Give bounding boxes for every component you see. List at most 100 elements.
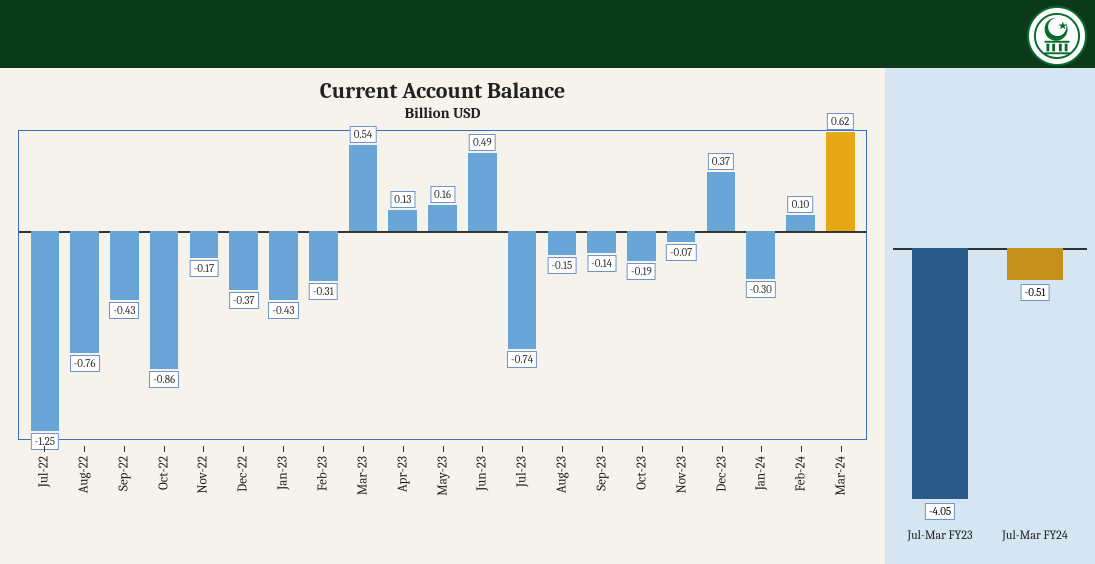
x-axis-label: Jul-22 <box>24 446 64 558</box>
sbp-logo <box>1027 6 1087 66</box>
data-label: 0.10 <box>788 196 814 213</box>
bar <box>110 231 139 300</box>
x-axis-label: Jan-23 <box>263 446 303 558</box>
bar-slot: -0.15 <box>542 131 582 439</box>
bar-slot: -0.14 <box>582 131 622 439</box>
x-axis-label: Mar-23 <box>343 446 383 558</box>
data-label: -0.43 <box>268 302 298 319</box>
data-label: -0.37 <box>229 292 259 309</box>
data-label: -0.30 <box>745 281 775 298</box>
bar-slot: -0.43 <box>105 131 145 439</box>
bar-slot: -0.30 <box>741 131 781 439</box>
bar-slot: -0.19 <box>621 131 661 439</box>
bar <box>309 231 338 281</box>
bar <box>707 172 736 231</box>
x-axis-label: Sep-22 <box>104 446 144 558</box>
x-axis-label: Jun-23 <box>462 446 502 558</box>
bar-slot: 0.10 <box>781 131 821 439</box>
x-axis-label: Sep-23 <box>582 446 622 558</box>
chart-title: Current Account Balance <box>12 78 873 104</box>
data-label: -0.86 <box>149 371 179 388</box>
bar <box>388 210 417 231</box>
bar <box>587 231 616 253</box>
bar <box>269 231 298 300</box>
bar <box>548 231 577 255</box>
data-label: -0.19 <box>627 263 656 280</box>
bar-slot: 0.49 <box>462 131 502 439</box>
bar <box>786 215 815 231</box>
bar <box>826 132 855 231</box>
side-bar <box>1007 248 1063 280</box>
x-axis-label: Aug-23 <box>542 446 582 558</box>
data-label: -0.17 <box>190 260 219 277</box>
side-x-label: Jul-Mar FY23 <box>907 528 972 542</box>
x-axis-label: Dec-23 <box>702 446 742 558</box>
x-axis-label: May-23 <box>423 446 463 558</box>
bar <box>468 153 497 231</box>
x-axis-label: Feb-24 <box>781 446 821 558</box>
bar-slot: 0.54 <box>343 131 383 439</box>
side-x-label: Jul-Mar FY24 <box>1002 528 1067 542</box>
x-axis-label: Jul-23 <box>502 446 542 558</box>
bar <box>508 231 537 349</box>
header-bar <box>0 0 1095 68</box>
x-axis-label: Aug-22 <box>64 446 104 558</box>
data-label: -0.15 <box>547 257 576 274</box>
bar-slot: -0.76 <box>65 131 105 439</box>
bar <box>229 231 258 290</box>
bar-slot: 0.62 <box>820 131 860 439</box>
bar-slot: 0.37 <box>701 131 741 439</box>
main-chart-panel: Current Account Balance Billion USD -1.2… <box>0 68 885 564</box>
bar-slot: -1.25 <box>25 131 65 439</box>
bar-slot: -0.37 <box>224 131 264 439</box>
data-label: -0.14 <box>587 255 616 272</box>
side-chart-panel: -4.05 -0.51 Jul-Mar FY23 Jul-Mar FY24 <box>885 68 1095 564</box>
data-label: 0.54 <box>350 126 377 143</box>
x-axis-label: Mar-24 <box>821 446 861 558</box>
data-label: -0.74 <box>507 351 537 368</box>
data-label: 0.62 <box>827 113 853 130</box>
data-label: -0.76 <box>70 355 100 372</box>
x-axis-label: Nov-22 <box>183 446 223 558</box>
bar-slot: -0.07 <box>661 131 701 439</box>
bar <box>746 231 775 279</box>
x-axis-label: Feb-23 <box>303 446 343 558</box>
bar-slot: -0.17 <box>184 131 224 439</box>
x-axis-label: Apr-23 <box>383 446 423 558</box>
side-bar <box>912 248 968 499</box>
data-label: -0.43 <box>109 302 139 319</box>
bar <box>190 231 219 258</box>
data-label: -0.07 <box>666 244 696 261</box>
bar-slot: -0.74 <box>502 131 542 439</box>
x-axis-label: Nov-23 <box>662 446 702 558</box>
x-axis-label: Oct-22 <box>144 446 184 558</box>
data-label: -0.31 <box>309 283 338 300</box>
bar <box>349 145 378 231</box>
bar-slot: 0.13 <box>383 131 423 439</box>
data-label: 0.37 <box>708 153 734 170</box>
side-data-label: -0.51 <box>1021 284 1050 301</box>
chart-subtitle: Billion USD <box>12 104 873 122</box>
bar-container: -1.25 -0.76 -0.43 -0.86 -0.17 -0.37 -0.43 -0.31… <box>25 131 860 439</box>
bar-slot: -0.86 <box>144 131 184 439</box>
x-axis-label: Dec-22 <box>223 446 263 558</box>
x-axis-label: Jan-24 <box>741 446 781 558</box>
side-data-label: -4.05 <box>925 503 955 520</box>
data-label: 0.16 <box>430 186 455 203</box>
x-axis-label: Oct-23 <box>622 446 662 558</box>
data-label: 0.13 <box>390 191 415 208</box>
bar <box>428 205 457 231</box>
bar <box>150 231 179 369</box>
bar-slot: -0.43 <box>264 131 304 439</box>
bar-slot: -0.31 <box>303 131 343 439</box>
x-axis-labels: Jul-22Aug-22Sep-22Oct-22Nov-22Dec-22Jan-… <box>24 446 861 558</box>
bar <box>627 231 656 261</box>
content-region: Current Account Balance Billion USD -1.2… <box>0 68 1095 564</box>
state-bank-pakistan-logo-icon <box>1033 12 1081 60</box>
data-label: 0.49 <box>469 134 496 151</box>
bar <box>31 231 60 431</box>
bar <box>70 231 99 353</box>
bar-slot: 0.16 <box>423 131 463 439</box>
bar <box>667 231 696 242</box>
plot-area: -1.25 -0.76 -0.43 -0.86 -0.17 -0.37 -0.43 -0.31… <box>18 130 867 440</box>
